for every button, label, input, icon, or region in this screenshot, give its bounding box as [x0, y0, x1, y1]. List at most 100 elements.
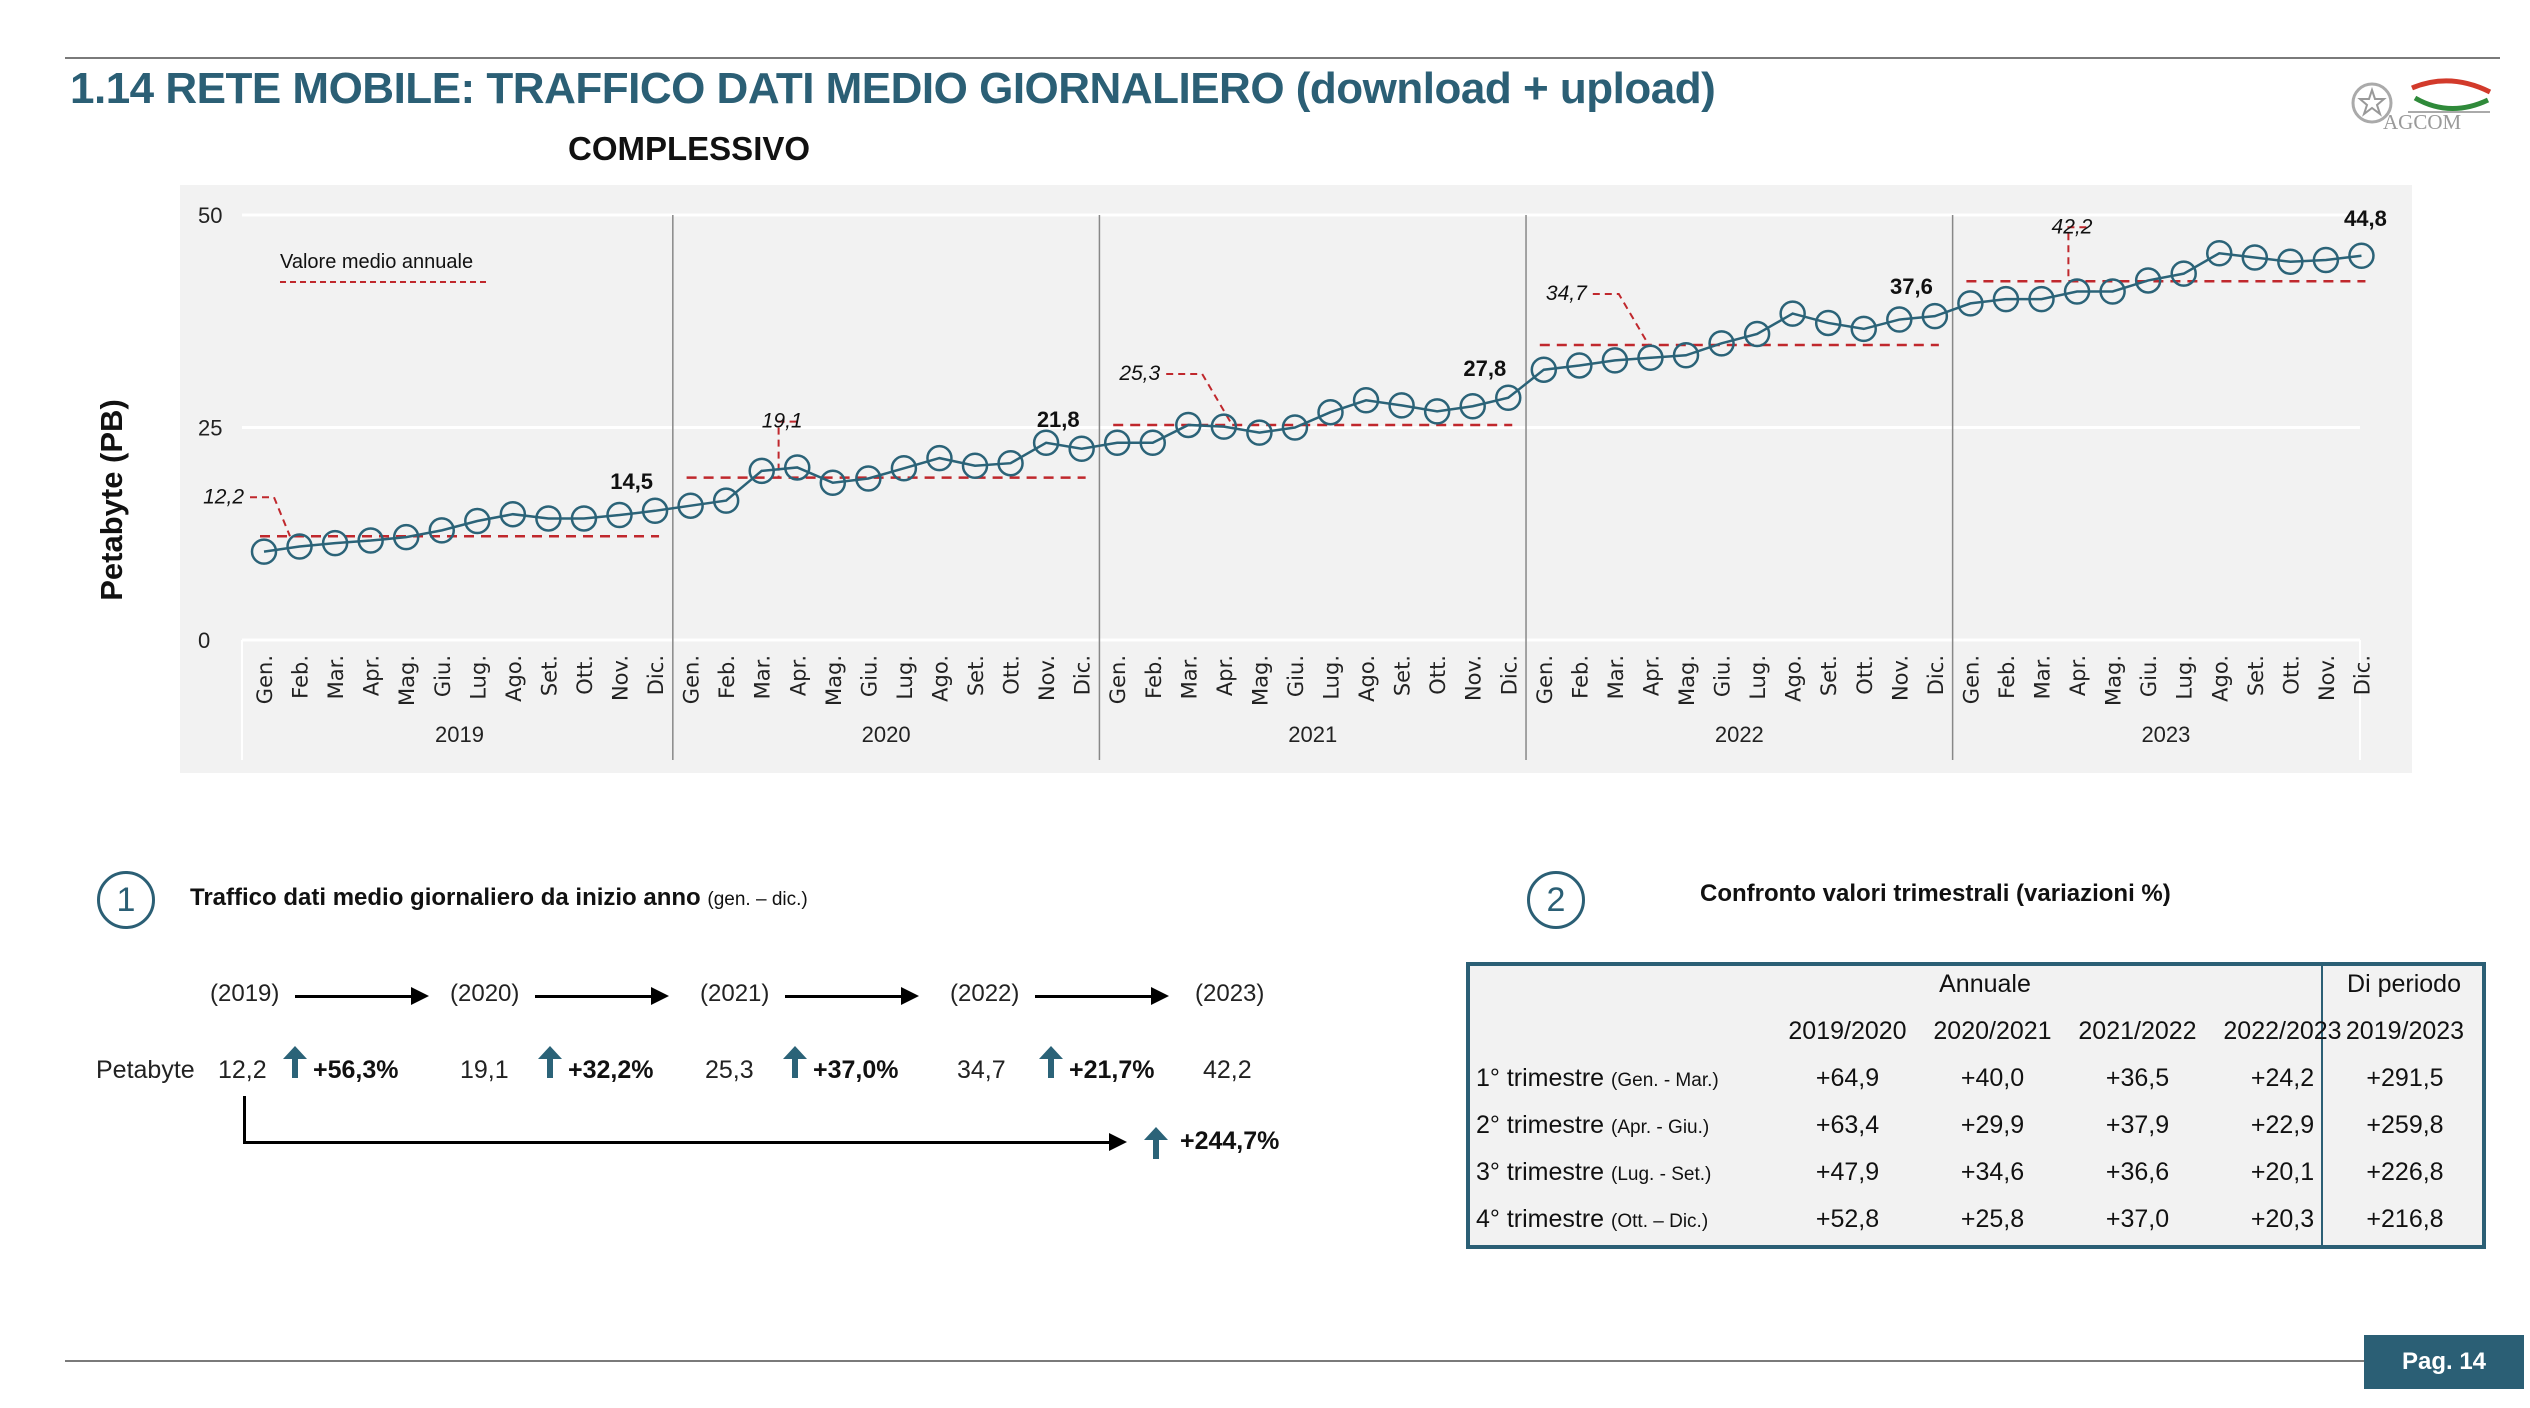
x-tick-label: Nov. — [609, 655, 633, 701]
flow-arrow — [785, 987, 919, 1005]
x-tick-label: Mar. — [1604, 655, 1628, 699]
column-header: 2019/2023 — [2345, 1017, 2465, 1045]
average-leader — [250, 496, 291, 537]
group-header-periodo: Di periodo — [2347, 970, 2461, 998]
flow-change: +37,0% — [813, 1056, 899, 1084]
average-leader — [777, 420, 797, 478]
x-tick-label: Giu. — [857, 655, 881, 697]
table-cell: +47,9 — [1815, 1158, 1880, 1186]
series-line — [263, 251, 2362, 553]
data-point — [2241, 244, 2269, 271]
x-tick-label: Gen. — [1533, 655, 1557, 704]
x-tick-label: Dic. — [644, 655, 668, 695]
up-arrow-icon — [283, 1046, 307, 1078]
x-tick-label: Mar. — [2031, 655, 2055, 699]
data-point — [961, 452, 989, 479]
x-tick-label: Set. — [2244, 655, 2268, 696]
data-point — [2134, 267, 2162, 294]
table-cell: +259,8 — [2366, 1111, 2444, 1139]
section-2-title: Confronto valori trimestrali (variazioni… — [1700, 880, 2171, 907]
data-point — [1708, 330, 1735, 357]
data-point — [1921, 302, 1949, 330]
table-cell: +22,9 — [2250, 1111, 2315, 1139]
year-end-label: 37,6 — [1890, 274, 1933, 299]
data-point — [1957, 290, 1984, 317]
x-tick-label: Dic. — [1071, 655, 1095, 695]
table-separator — [2321, 966, 2323, 1245]
table-cell: +29,9 — [1960, 1111, 2025, 1139]
data-point — [1068, 435, 1095, 462]
flow-value: 34,7 — [957, 1056, 1006, 1084]
x-tick-label: Ott. — [1000, 655, 1024, 695]
data-point — [2063, 278, 2091, 305]
data-point — [997, 449, 1024, 477]
data-point — [784, 454, 811, 481]
average-label: 42,2 — [2052, 215, 2093, 238]
table-cell: +216,8 — [2366, 1205, 2444, 1233]
x-tick-label: Apr. — [360, 655, 384, 696]
average-leader — [1166, 372, 1234, 426]
flow-change: +32,2% — [568, 1056, 654, 1084]
data-point — [1281, 414, 1309, 441]
flow-value: 12,2 — [218, 1056, 267, 1084]
table-cell: +63,4 — [1815, 1111, 1880, 1139]
flow-row-label: Petabyte — [96, 1056, 195, 1084]
data-point — [428, 517, 455, 544]
x-tick-label: Dic. — [1924, 655, 1948, 695]
column-header: 2020/2021 — [1933, 1017, 2052, 1045]
data-point — [641, 497, 669, 525]
data-point — [2277, 248, 2304, 275]
data-point — [1352, 387, 1380, 414]
x-tick-label: Feb. — [715, 655, 739, 699]
data-point — [535, 505, 562, 532]
data-point — [712, 487, 740, 514]
section-1-badge: 1 — [97, 871, 155, 929]
table-cell: +291,5 — [2366, 1064, 2444, 1092]
table-cell: +40,0 — [1960, 1064, 2025, 1092]
data-point — [1317, 398, 1344, 426]
flow-year: (2020) — [450, 980, 520, 1007]
up-arrow-icon — [1039, 1046, 1063, 1078]
average-label: 25,3 — [1118, 362, 1160, 385]
data-point — [1103, 429, 1131, 457]
x-tick-label: Ott. — [2279, 655, 2303, 695]
y-tick-label: 50 — [198, 203, 222, 228]
section-1-title: Traffico dati medio giornaliero da inizi… — [190, 884, 808, 911]
up-arrow-icon — [538, 1046, 562, 1078]
data-point — [1637, 344, 1664, 372]
data-point — [1246, 419, 1273, 446]
y-axis-label: Petabyte (PB) — [94, 399, 129, 601]
data-point — [606, 501, 633, 529]
flow-value: 25,3 — [705, 1056, 754, 1084]
column-header: 2019/2020 — [1788, 1017, 1907, 1045]
data-point — [855, 465, 882, 492]
year-label: 2022 — [1715, 722, 1764, 747]
data-point — [1175, 411, 1202, 439]
page-number: Pag. 14 — [2364, 1335, 2524, 1389]
x-tick-label: Mar. — [1177, 655, 1201, 699]
data-point — [392, 523, 420, 551]
x-tick-label: Lug. — [893, 655, 917, 700]
group-header-annuale: Annuale — [1939, 970, 2031, 998]
data-point — [677, 492, 704, 519]
x-tick-label: Gen. — [253, 655, 277, 704]
average-label: 34,7 — [1546, 282, 1588, 305]
data-point — [499, 500, 527, 528]
x-tick-label: Giu. — [2137, 655, 2161, 697]
data-point — [2348, 242, 2375, 270]
data-point — [1459, 393, 1486, 420]
data-point — [2170, 260, 2197, 287]
page-title: 1.14 RETE MOBILE: TRAFFICO DATI MEDIO GI… — [70, 64, 1716, 113]
data-point — [1779, 300, 1806, 327]
x-tick-label: Ott. — [1426, 655, 1450, 695]
up-arrow-icon — [1144, 1127, 1168, 1159]
data-point — [2099, 278, 2126, 305]
average-label: 19,1 — [762, 410, 803, 433]
flow-change: +21,7% — [1069, 1056, 1155, 1084]
data-point — [2206, 240, 2233, 267]
data-point — [1210, 413, 1238, 440]
x-tick-label: Mag. — [2102, 655, 2126, 706]
line-chart: 0 25 50 Gen. Feb. Mar. Apr. Mag. Giu. Lug. Ago. Set… — [198, 203, 2387, 760]
x-tick-label: Mag. — [395, 655, 419, 706]
x-tick-label: Nov. — [1035, 655, 1059, 701]
